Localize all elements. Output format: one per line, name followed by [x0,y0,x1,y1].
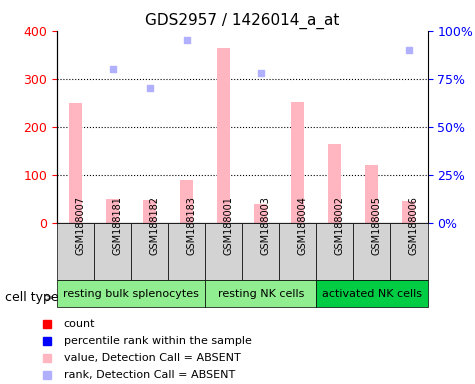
Bar [143,200,156,223]
FancyBboxPatch shape [57,223,94,280]
Point [405,47,413,53]
Text: GSM188006: GSM188006 [409,196,419,255]
Text: GSM188004: GSM188004 [298,196,308,255]
Bar [291,102,304,223]
FancyBboxPatch shape [94,223,131,280]
Point [257,70,265,76]
FancyBboxPatch shape [353,223,390,280]
FancyBboxPatch shape [242,223,279,280]
Text: GSM188001: GSM188001 [224,196,234,255]
Point [146,85,153,91]
Text: activated NK cells: activated NK cells [322,289,422,299]
Bar [365,165,379,223]
Text: cell type: cell type [5,291,58,304]
Text: GSM188002: GSM188002 [335,196,345,255]
Text: GSM188007: GSM188007 [76,196,86,255]
FancyBboxPatch shape [205,223,242,280]
FancyBboxPatch shape [57,280,205,307]
Bar [180,180,193,223]
Text: GSM188183: GSM188183 [187,196,197,255]
FancyBboxPatch shape [279,223,316,280]
Text: GSM188181: GSM188181 [113,196,123,255]
Text: resting bulk splenocytes: resting bulk splenocytes [63,289,199,299]
Bar [254,204,267,223]
FancyBboxPatch shape [316,223,353,280]
FancyBboxPatch shape [131,223,168,280]
Text: count: count [64,318,95,329]
Text: rank, Detection Call = ABSENT: rank, Detection Call = ABSENT [64,370,235,381]
FancyBboxPatch shape [168,223,205,280]
Text: GSM188005: GSM188005 [372,196,382,255]
Text: value, Detection Call = ABSENT: value, Detection Call = ABSENT [64,353,240,363]
Text: GSM188182: GSM188182 [150,196,160,255]
Point [109,66,116,72]
Point [183,37,190,43]
Bar [402,200,416,223]
Bar [217,48,230,223]
FancyBboxPatch shape [316,280,428,307]
FancyBboxPatch shape [390,223,428,280]
FancyBboxPatch shape [205,280,316,307]
Text: resting NK cells: resting NK cells [218,289,304,299]
Bar [69,103,82,223]
Bar [106,199,119,223]
Text: GSM188003: GSM188003 [261,196,271,255]
Title: GDS2957 / 1426014_a_at: GDS2957 / 1426014_a_at [145,13,340,29]
Bar [328,144,342,223]
Text: percentile rank within the sample: percentile rank within the sample [64,336,252,346]
